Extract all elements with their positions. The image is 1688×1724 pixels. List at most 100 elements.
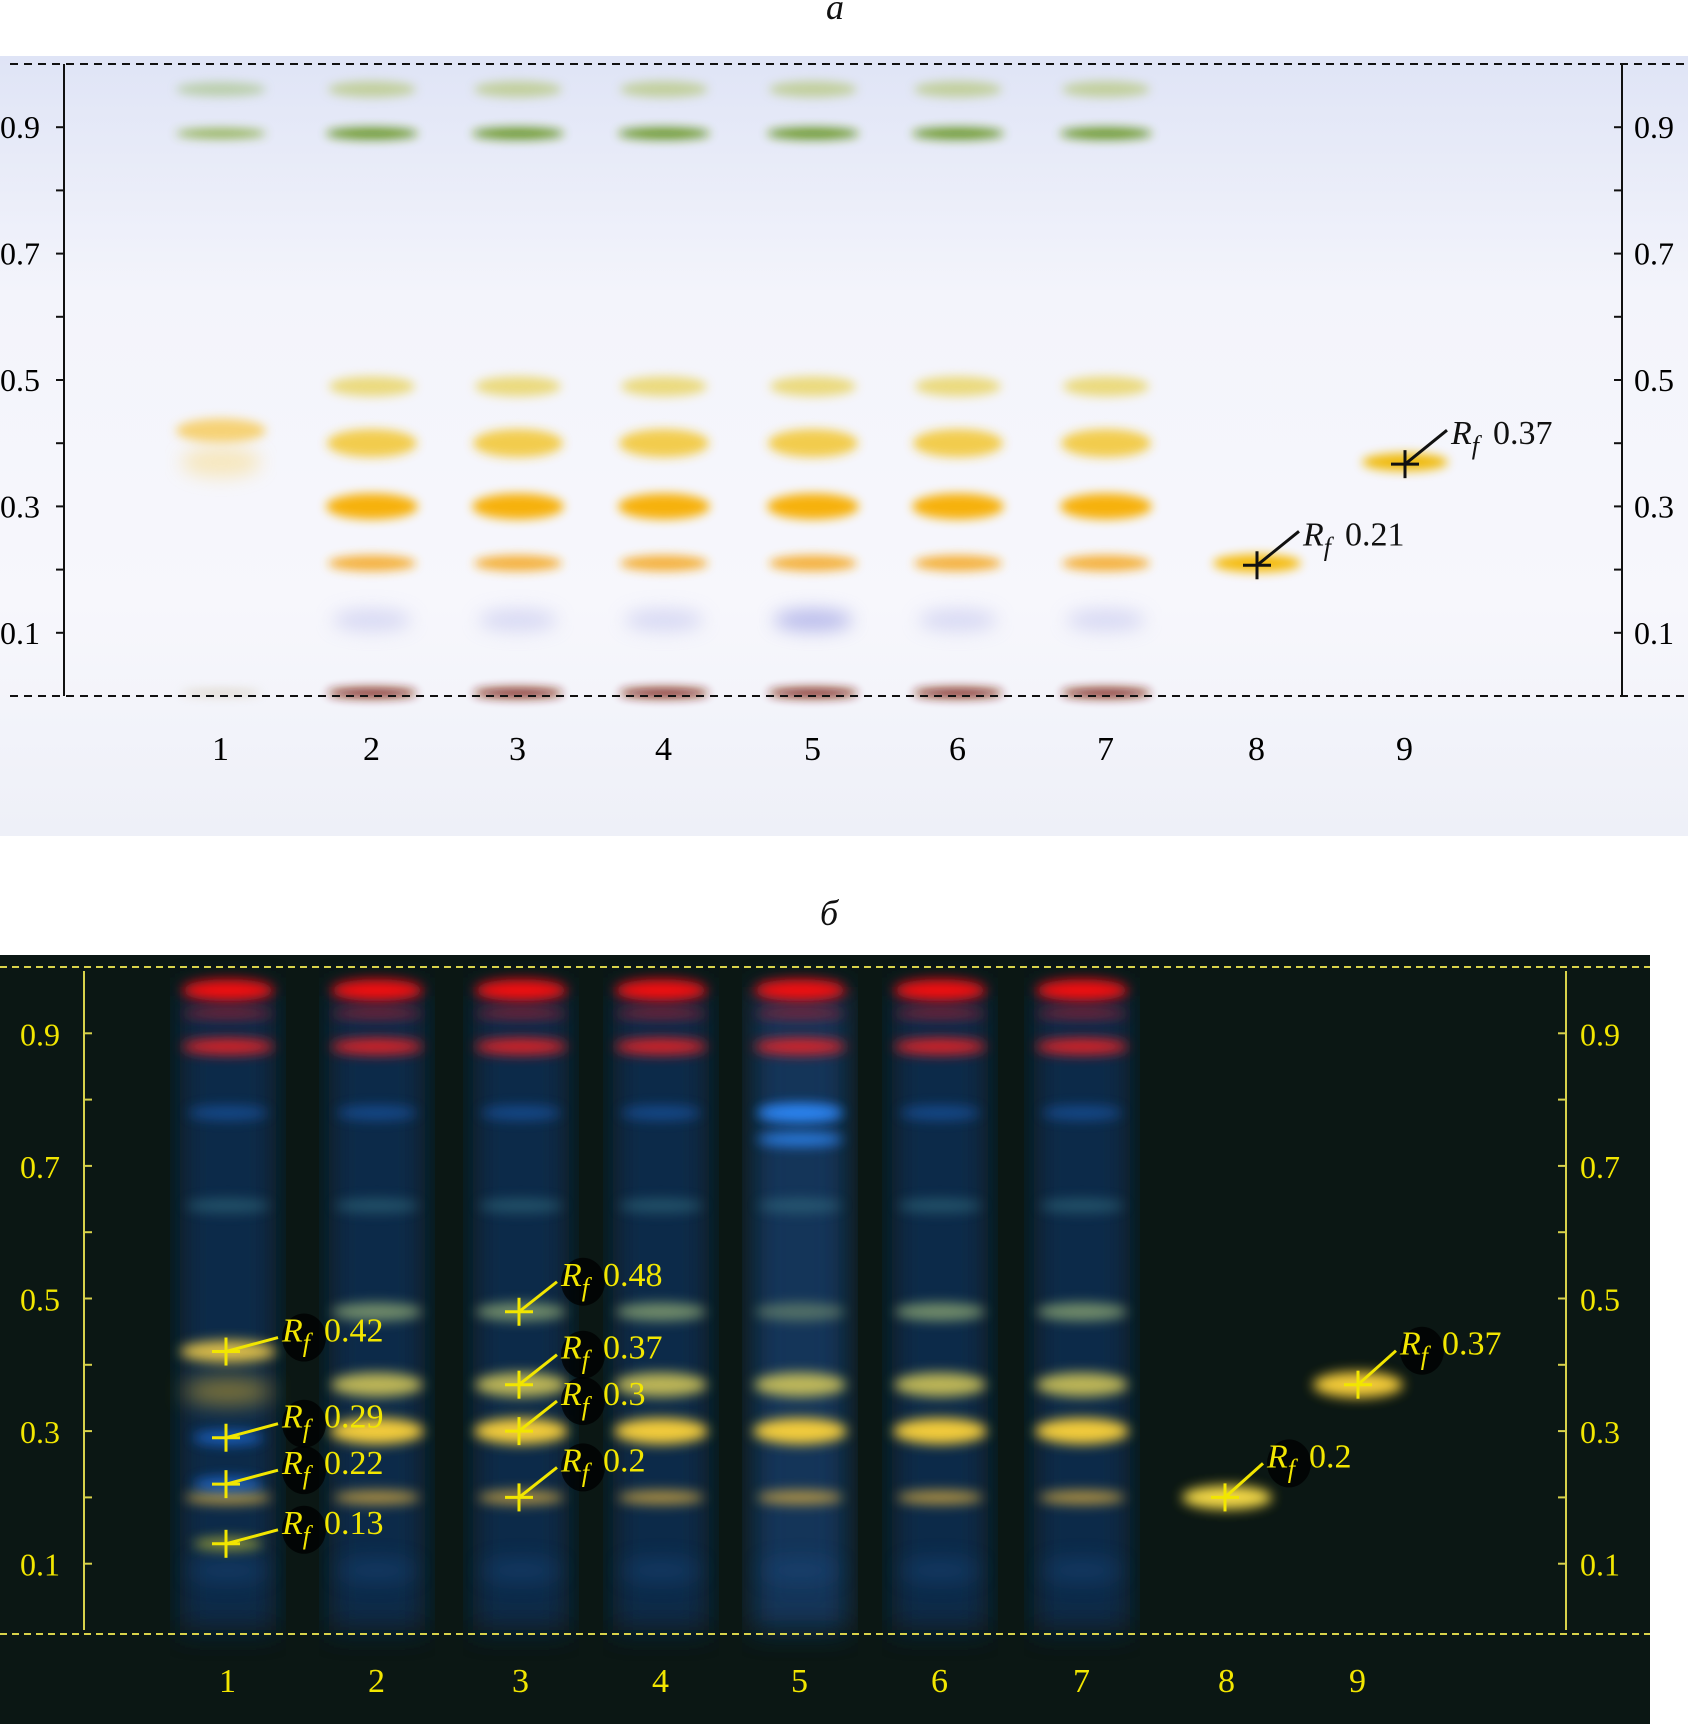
yellow-band: [621, 376, 707, 397]
green-band: [332, 1302, 422, 1321]
orange-band: [328, 555, 416, 572]
y-tick-label-left: 0.3: [0, 488, 40, 524]
blue-band: [188, 1561, 268, 1580]
lane-label: 8: [1218, 1663, 1235, 1700]
orange-band: [914, 555, 1002, 572]
y-tick-label-left: 0.1: [0, 615, 40, 651]
blue-band: [186, 1198, 270, 1213]
green-band: [328, 81, 416, 98]
svg-text:Rf0.2: Rf 0.2: [1266, 1438, 1352, 1483]
svg-text:Rf0.22: Rf 0.22: [281, 1445, 384, 1490]
y-tick-label-right: 0.3: [1580, 1414, 1620, 1450]
y-tick-label-right: 0.1: [1634, 615, 1674, 651]
rf-value: 0.13: [324, 1505, 384, 1542]
rf-annotation: Rf 0.37: [1391, 415, 1553, 479]
origin-band: [768, 687, 858, 698]
orange-band: [618, 493, 710, 520]
yellow-band: [183, 1377, 273, 1406]
lane-label: 1: [219, 1663, 236, 1700]
green-band: [912, 127, 1004, 140]
orange-band: [618, 1490, 704, 1505]
yellow-band: [475, 376, 561, 397]
svg-text:Rf0.3: Rf 0.3: [560, 1376, 646, 1421]
red-band: [332, 1007, 422, 1020]
red-band: [616, 1007, 706, 1020]
svg-text:Rf0.13: Rf 0.13: [281, 1505, 384, 1550]
rf-symbol: R: [560, 1376, 582, 1413]
lane-label: 3: [509, 731, 526, 768]
green-band: [620, 81, 708, 98]
rf-subscript: f: [1472, 431, 1483, 460]
orange-band: [620, 555, 708, 572]
green-band: [914, 81, 1002, 98]
rf-subscript: f: [582, 1458, 593, 1487]
y-tick-label-right: 0.1: [1580, 1547, 1620, 1583]
svg-text:Rf0.29: Rf 0.29: [281, 1399, 384, 1444]
rf-annotation: Rf 0.2: [505, 1442, 646, 1512]
svg-text:Rf0.48: Rf 0.48: [560, 1257, 663, 1302]
lane-label: 2: [368, 1663, 385, 1700]
svg-text:Rf0.2: Rf 0.2: [560, 1442, 646, 1487]
green-band: [895, 1302, 985, 1321]
rf-symbol: R: [560, 1442, 582, 1479]
rf-value: 0.48: [603, 1257, 663, 1294]
red-band: [894, 979, 986, 1002]
panel-b-rf-annotations: Rf 0.42 Rf 0.29 Rf 0.22 Rf 0.13 Rf 0.48 Rf 0.3…: [212, 1257, 1502, 1558]
rf-value: 0.29: [324, 1399, 384, 1436]
origin-band: [473, 687, 563, 698]
yellow-band: [913, 429, 1003, 458]
green-band: [1037, 1302, 1127, 1321]
yellow-band: [893, 1418, 987, 1445]
lane-label: 6: [931, 1663, 948, 1700]
red-band: [895, 1007, 985, 1020]
y-tick-label-left: 0.1: [20, 1547, 60, 1583]
rf-subscript: f: [582, 1392, 593, 1421]
orange-band: [769, 555, 857, 572]
green-band: [1062, 81, 1150, 98]
red-band: [475, 1038, 567, 1055]
orange-band: [474, 555, 562, 572]
lane-label: 3: [512, 1663, 529, 1700]
yellow-band: [770, 376, 856, 397]
blue-band: [481, 1105, 561, 1120]
red-band: [475, 979, 567, 1002]
red-band: [331, 979, 423, 1002]
yellow-band: [330, 1418, 424, 1445]
rf-annotation: Rf 0.2: [1211, 1438, 1352, 1512]
tlc-plate-a-graphic: 0.1 0.3 0.5 0.7 0.9 0.1 0.3 0.5 0.7 0.9 …: [0, 63, 1688, 768]
lane-label: 5: [791, 1663, 808, 1700]
green-band: [1060, 127, 1152, 140]
svg-text:Rf0.42: Rf 0.42: [281, 1313, 384, 1358]
y-tick-label-right: 0.3: [1634, 488, 1674, 524]
yellow-band: [894, 1372, 986, 1397]
panel-a-axis-ticks: 0.1 0.3 0.5 0.7 0.9 0.1 0.3 0.5 0.7 0.9: [0, 109, 1674, 651]
rf-symbol: R: [1302, 516, 1324, 553]
red-band: [755, 1007, 845, 1020]
panel-b-lane-labels: 1 2 3 4 5 6 7 8 9: [219, 1663, 1366, 1700]
rf-subscript: f: [303, 1521, 314, 1550]
yellow-band: [473, 429, 563, 458]
yellow-band: [1063, 376, 1149, 397]
yellow-band: [329, 376, 415, 397]
blue-band: [758, 1198, 842, 1213]
green-band: [326, 127, 418, 140]
yellow-band: [1036, 1372, 1128, 1397]
origin-spot: [181, 689, 261, 696]
orange-band: [1062, 555, 1150, 572]
y-tick-label-left: 0.5: [20, 1282, 60, 1318]
orange-band: [1039, 1490, 1125, 1505]
rf-annotation: Rf 0.29: [212, 1399, 384, 1452]
orange-band: [1060, 493, 1152, 520]
y-tick-label-left: 0.7: [0, 236, 40, 272]
red-band: [615, 1038, 707, 1055]
svg-text:Rf0.37: Rf 0.37: [560, 1330, 663, 1375]
y-tick-label-right: 0.7: [1634, 236, 1674, 272]
rf-subscript: f: [582, 1273, 593, 1302]
panel-b-bands: [180, 979, 1403, 1580]
lane-label: 7: [1097, 731, 1114, 768]
rf-symbol: R: [560, 1330, 582, 1367]
blue-band: [337, 1561, 417, 1580]
blue-band: [898, 1198, 982, 1213]
y-tick-label-left: 0.9: [20, 1016, 60, 1052]
orange-band: [185, 1490, 271, 1505]
